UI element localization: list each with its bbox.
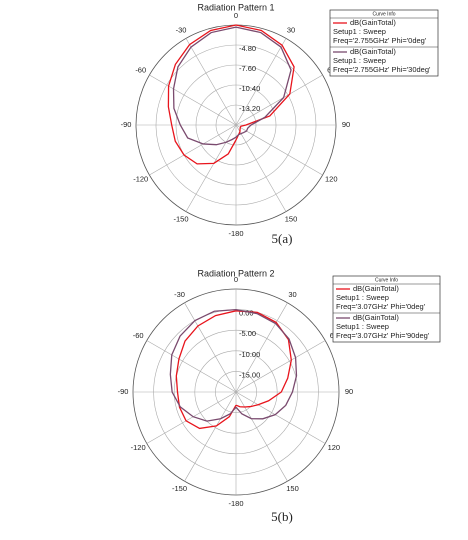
legend-name: dB(GainTotal)	[353, 313, 399, 322]
legend-sweep: Freq='2.755GHz' Phi='0deg'	[333, 36, 427, 45]
grid-spoke	[185, 38, 237, 126]
grid-spoke	[235, 124, 323, 176]
grid-spoke	[149, 124, 237, 176]
legend-title: Curve Info	[375, 277, 398, 283]
pattern-curve	[169, 308, 298, 422]
r-tick-label: -4.80	[239, 44, 256, 53]
angle-tick-label: 0	[234, 275, 238, 284]
grid-spoke	[235, 38, 287, 126]
pattern-curve	[167, 24, 295, 165]
legend-sweep: Freq='3.07GHz' Phi='90deg'	[336, 331, 430, 340]
legend-box	[332, 275, 441, 343]
r-tick-label: -10.00	[239, 350, 260, 359]
figure-caption: 5(b)	[271, 509, 293, 524]
grid-spoke	[235, 302, 288, 393]
grid-spoke	[235, 391, 326, 444]
angle-tick-label: 90	[345, 387, 353, 396]
legend-name: dB(GainTotal)	[353, 284, 399, 293]
pattern-curve	[172, 26, 292, 146]
angle-tick-label: -90	[118, 387, 129, 396]
grid-spoke	[185, 124, 237, 212]
legend-name: dB(GainTotal)	[350, 18, 396, 27]
angle-tick-label: -120	[131, 443, 146, 452]
angle-tick-label: 120	[328, 443, 341, 452]
angle-tick-label: 30	[287, 26, 295, 35]
grid-spoke	[235, 124, 287, 212]
angle-tick-label: 150	[285, 214, 298, 223]
angle-tick-label: -90	[121, 120, 132, 129]
angle-tick-label: -60	[135, 65, 146, 74]
legend-setup: Setup1 : Sweep	[333, 27, 386, 36]
chart-title: Radiation Pattern 1	[197, 2, 274, 12]
angle-tick-label: -120	[133, 174, 148, 183]
grid-spoke	[146, 391, 237, 444]
legend-setup: Setup1 : Sweep	[333, 56, 386, 65]
r-tick-label: 0.00	[239, 309, 254, 318]
angle-tick-label: -150	[172, 484, 187, 493]
grid-spoke	[146, 340, 237, 393]
angle-tick-label: -180	[228, 229, 243, 238]
angle-tick-label: -60	[133, 331, 144, 340]
figure-caption: 5(a)	[272, 231, 293, 246]
r-tick-label: -7.60	[239, 64, 256, 73]
pattern-curve	[175, 310, 292, 430]
angle-tick-label: 120	[325, 174, 338, 183]
grid-spoke	[235, 74, 323, 126]
legend-name: dB(GainTotal)	[350, 47, 396, 56]
legend-setup: Setup1 : Sweep	[336, 293, 389, 302]
angle-tick-label: -30	[174, 290, 185, 299]
r-tick-label: -15.00	[239, 370, 260, 379]
r-tick-label: -13.20	[239, 104, 260, 113]
r-tick-label: -5.00	[239, 329, 256, 338]
angle-tick-label: 30	[288, 290, 296, 299]
legend-setup: Setup1 : Sweep	[336, 322, 389, 331]
legend-box	[329, 9, 439, 77]
grid-spoke	[235, 391, 288, 482]
chart-title: Radiation Pattern 2	[197, 268, 274, 278]
legend-sweep: Freq='2.755GHz' Phi='30deg'	[333, 65, 431, 74]
angle-tick-label: 0	[234, 11, 238, 20]
grid-spoke	[184, 391, 237, 482]
grid-spoke	[235, 340, 326, 393]
angle-tick-label: 150	[286, 484, 299, 493]
r-tick-label: -10.40	[239, 84, 260, 93]
angle-tick-label: -180	[228, 499, 243, 508]
angle-tick-label: -30	[176, 26, 187, 35]
legend-title: Curve Info	[372, 11, 395, 17]
angle-tick-label: -150	[173, 214, 188, 223]
angle-tick-label: 90	[342, 120, 350, 129]
grid-spoke	[149, 74, 237, 126]
legend-sweep: Freq='3.07GHz' Phi='0deg'	[336, 302, 426, 311]
grid-spoke	[184, 302, 237, 393]
